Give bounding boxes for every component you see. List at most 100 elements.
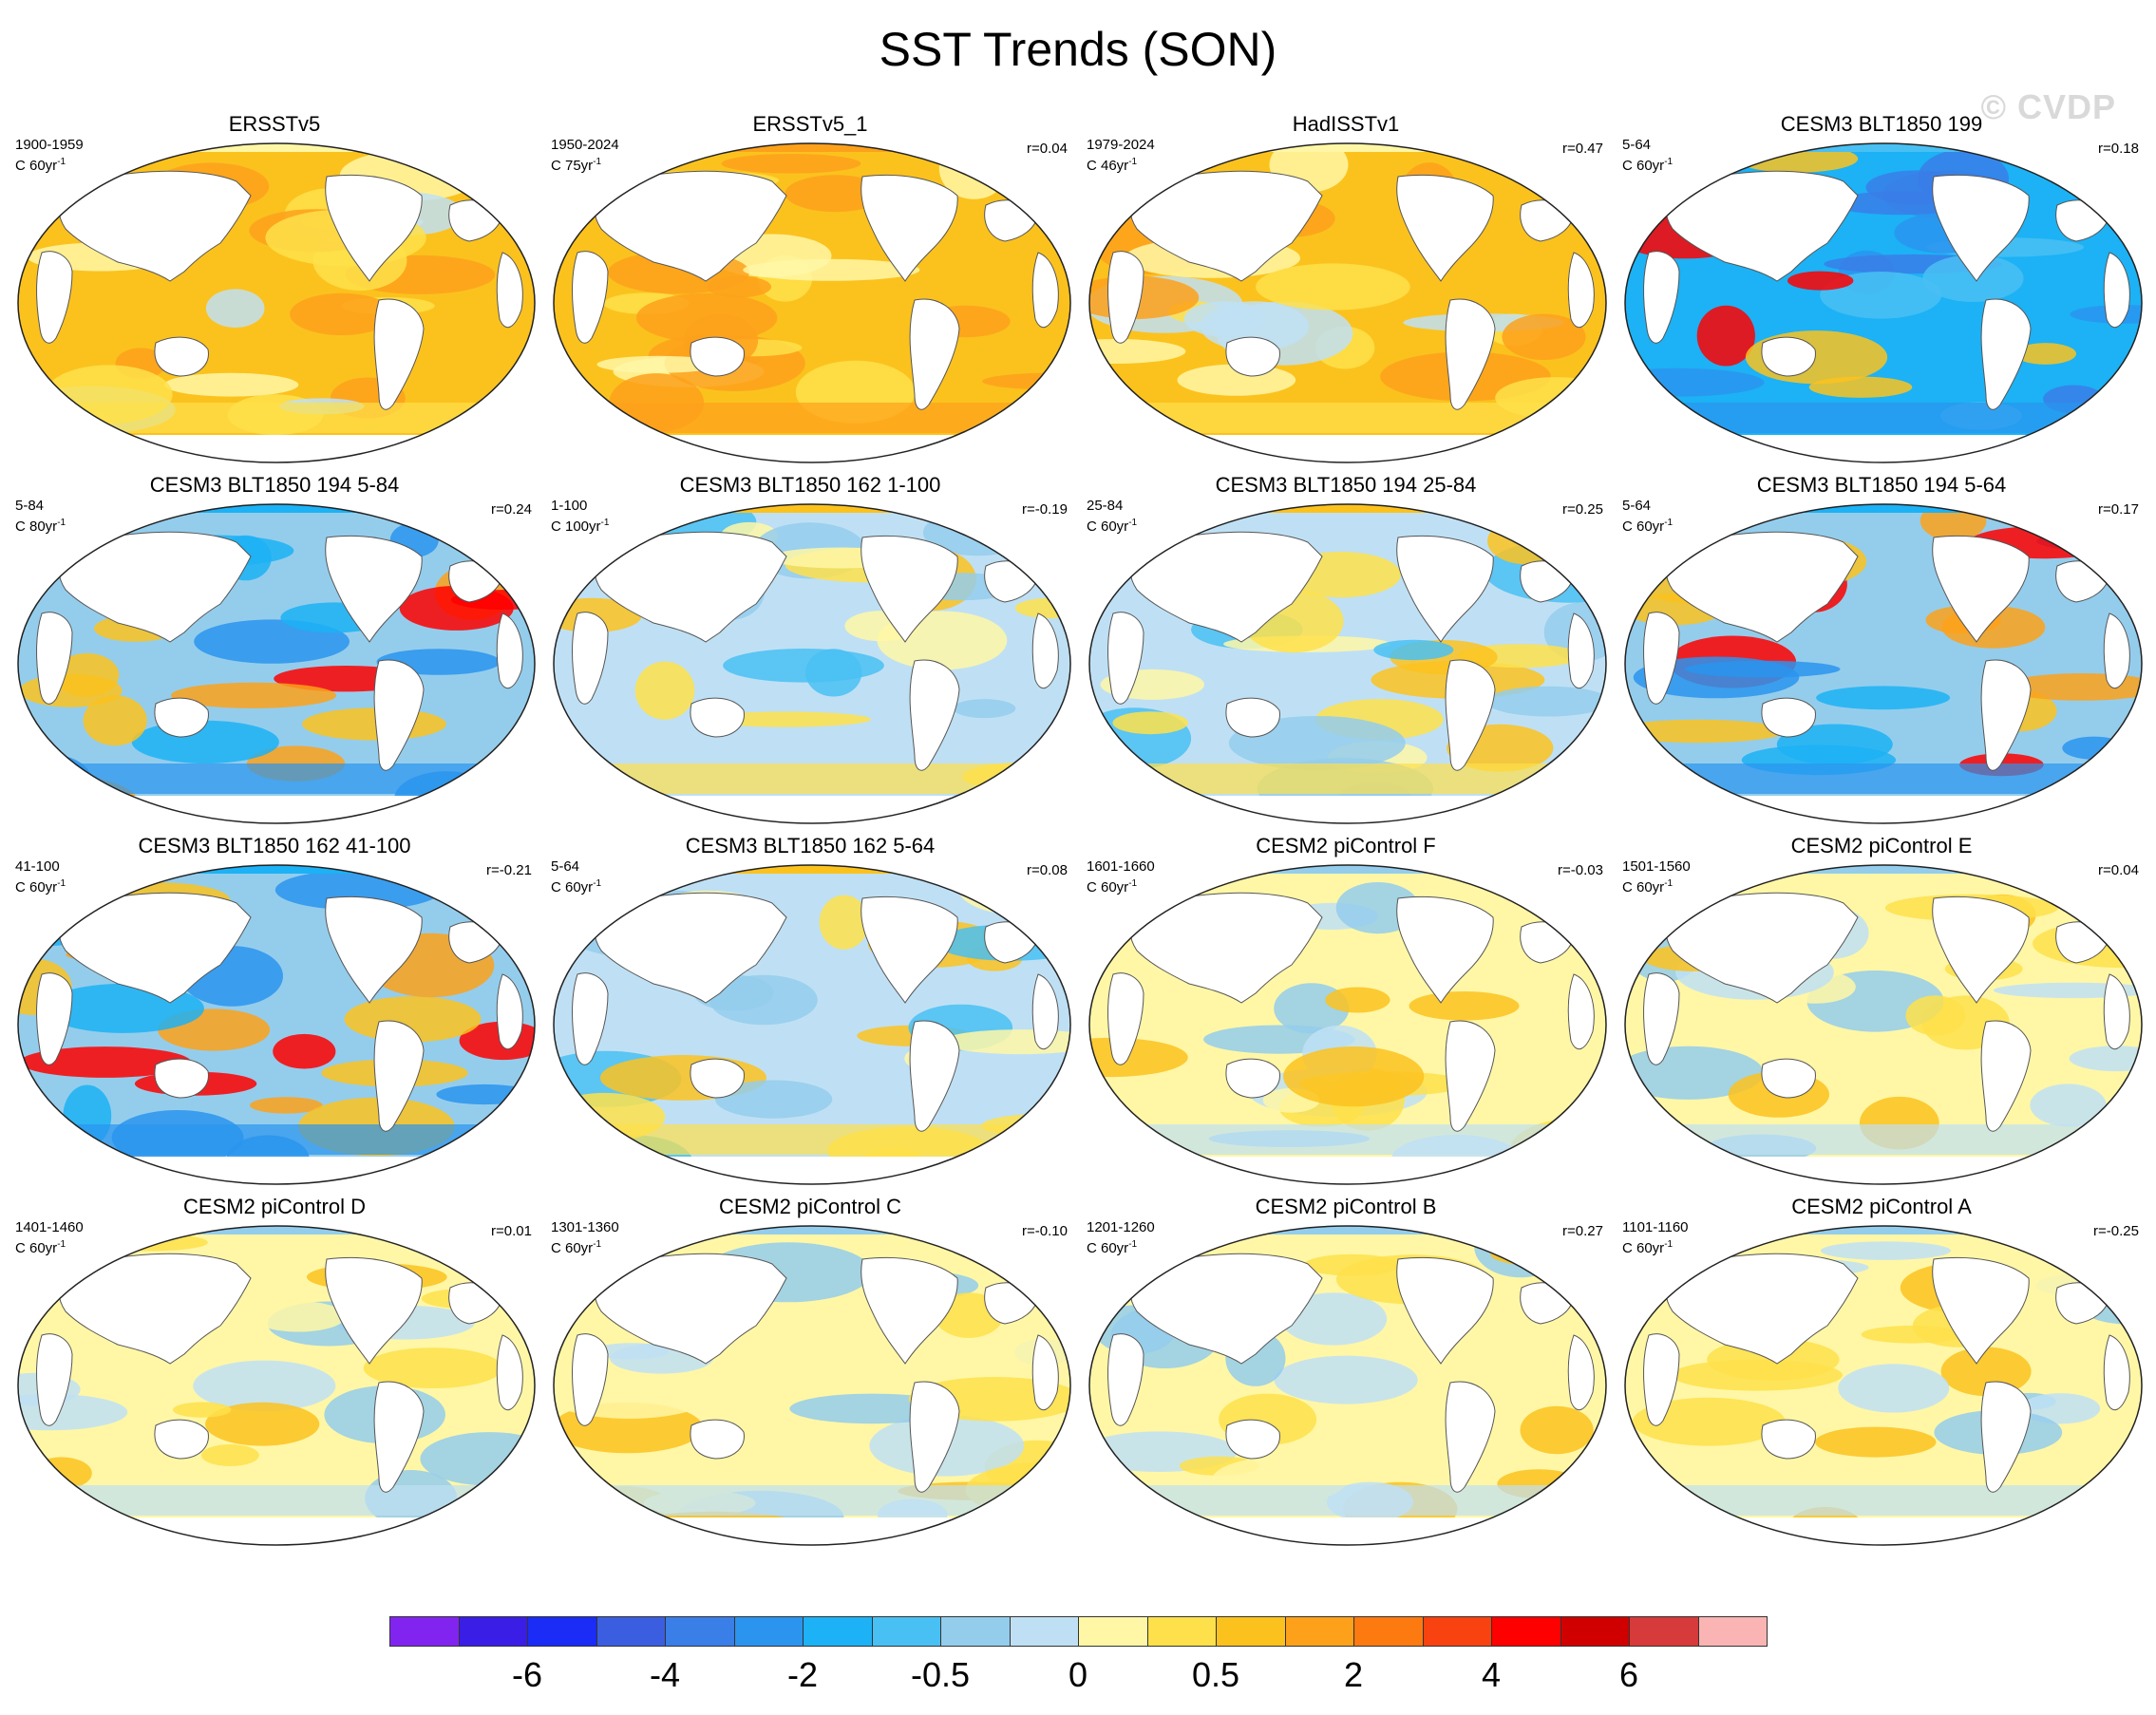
map-border <box>17 864 536 1185</box>
map-border <box>1088 864 1607 1185</box>
panel-correlation: r=-0.10 <box>1022 1223 1068 1239</box>
trend-patch <box>19 1046 192 1078</box>
arctic-band <box>1625 1226 2142 1234</box>
panel-units: C 80yr-1 <box>15 518 66 535</box>
south-america-landmass <box>909 298 960 410</box>
sst-trend-map <box>1088 1225 1607 1546</box>
africa-east-landmass <box>1567 973 1595 1050</box>
southern-ocean-band <box>1089 1485 1606 1516</box>
panel-title: CESM2 piControl E <box>1790 834 1973 858</box>
africa-landmass <box>36 1333 73 1426</box>
australia-landmass <box>1761 1058 1816 1099</box>
africa-east-landmass <box>496 973 523 1050</box>
colorbar-swatch <box>665 1616 735 1647</box>
asia-landmass <box>1665 170 1859 282</box>
africa-landmass <box>1643 972 1680 1065</box>
trend-patch <box>1089 339 1186 364</box>
panel-title: CESM3 BLT1850 162 1-100 <box>679 473 941 497</box>
trend-patch <box>1815 1426 1937 1458</box>
panel-units: C 60yr-1 <box>1622 1239 1674 1256</box>
panel-units: C 46yr-1 <box>1087 157 1138 174</box>
panel-period: 1-100 <box>551 498 588 514</box>
trend-patch <box>634 661 695 720</box>
trend-patch <box>171 682 337 708</box>
colorbar-swatch <box>1697 1616 1768 1647</box>
sst-trend-map <box>1088 864 1607 1185</box>
south-america-landmass <box>373 659 425 771</box>
southern-ocean-band <box>554 1485 1070 1516</box>
panel-correlation: r=-0.21 <box>486 862 532 878</box>
colorbar-swatch <box>389 1616 460 1647</box>
panel-period: 1101-1160 <box>1622 1219 1689 1235</box>
asia-landmass <box>58 1253 252 1365</box>
panel-period: 1401-1460 <box>15 1219 84 1235</box>
north-america-landmass <box>325 174 423 282</box>
panel-title: CESM2 piControl C <box>719 1195 901 1218</box>
south-america-landmass <box>1445 659 1496 771</box>
north-america-landmass <box>1396 174 1494 282</box>
africa-landmass <box>1107 251 1144 344</box>
map-border <box>1088 1225 1607 1546</box>
trend-patch <box>2090 779 2142 808</box>
panel-correlation: r=0.25 <box>1562 501 1603 518</box>
australia-landmass <box>1225 1058 1280 1099</box>
asia-landmass <box>594 1253 787 1365</box>
panel-title: CESM3 BLT1850 199 <box>1780 112 1983 136</box>
southern-ocean-band <box>1625 1485 2142 1516</box>
colorbar-swatch <box>733 1616 804 1647</box>
trend-patch <box>743 258 920 281</box>
africa-east-landmass <box>2103 252 2130 329</box>
trend-patch <box>1487 518 1565 565</box>
colorbar-tick-label: 6 <box>1618 1655 1639 1694</box>
map-panel: CESM3 BLT1850 199 5-64 C 60yr-1 r=0.18 <box>1615 112 2148 473</box>
southern-ocean-band <box>18 763 535 794</box>
map-border <box>1088 142 1607 463</box>
north-america-landmass <box>861 174 958 282</box>
south-america-landmass <box>373 1020 425 1132</box>
south-america-landmass <box>1445 1381 1496 1493</box>
colorbar-swatch <box>1353 1616 1424 1647</box>
trend-patch <box>1409 991 1520 1021</box>
colorbar-swatch <box>596 1616 666 1647</box>
map-border <box>553 142 1071 463</box>
panel-correlation: r=-0.25 <box>2093 1223 2139 1239</box>
panel-correlation: r=0.47 <box>1562 141 1603 157</box>
trend-patch <box>1112 711 1188 735</box>
trend-patch <box>83 695 147 746</box>
arctic-band <box>554 504 1070 513</box>
trend-patch <box>819 895 869 950</box>
arctic-band <box>18 1226 535 1234</box>
southern-ocean-band <box>554 403 1070 433</box>
map-panel: CESM3 BLT1850 162 41-100 41-100 C 60yr-1 r=… <box>8 834 541 1195</box>
trend-patch <box>1816 686 1951 710</box>
north-america-landmass <box>325 1256 423 1365</box>
arctic-band <box>554 865 1070 874</box>
arctic-band <box>18 865 535 874</box>
africa-landmass <box>572 612 609 705</box>
arctic-band <box>18 143 535 152</box>
north-america-landmass <box>861 535 958 643</box>
panel-units: C 60yr-1 <box>1622 157 1674 174</box>
trend-patch <box>721 154 861 174</box>
southern-ocean-band <box>554 1124 1070 1155</box>
trend-patch <box>1089 1037 1188 1078</box>
australia-landmass <box>154 697 209 738</box>
panel-units: C 60yr-1 <box>1622 878 1674 895</box>
trend-patch <box>2077 1477 2142 1522</box>
panel-units: C 60yr-1 <box>1087 878 1138 895</box>
trend-patch <box>40 1147 99 1184</box>
australia-landmass <box>690 1058 745 1099</box>
southern-ocean-band <box>18 403 535 433</box>
trend-patch <box>302 707 446 741</box>
south-america-landmass <box>909 1381 960 1493</box>
southern-ocean-band <box>1625 763 2142 794</box>
panel-period: 25-84 <box>1087 498 1124 514</box>
panel-units: C 100yr-1 <box>551 518 610 535</box>
map-border <box>553 503 1071 824</box>
north-america-landmass <box>325 535 423 643</box>
sst-trend-map <box>17 503 536 824</box>
north-america-landmass <box>1396 895 1494 1004</box>
africa-landmass <box>1107 1333 1144 1426</box>
trend-patch <box>1485 686 1606 717</box>
africa-east-landmass <box>2103 612 2130 689</box>
